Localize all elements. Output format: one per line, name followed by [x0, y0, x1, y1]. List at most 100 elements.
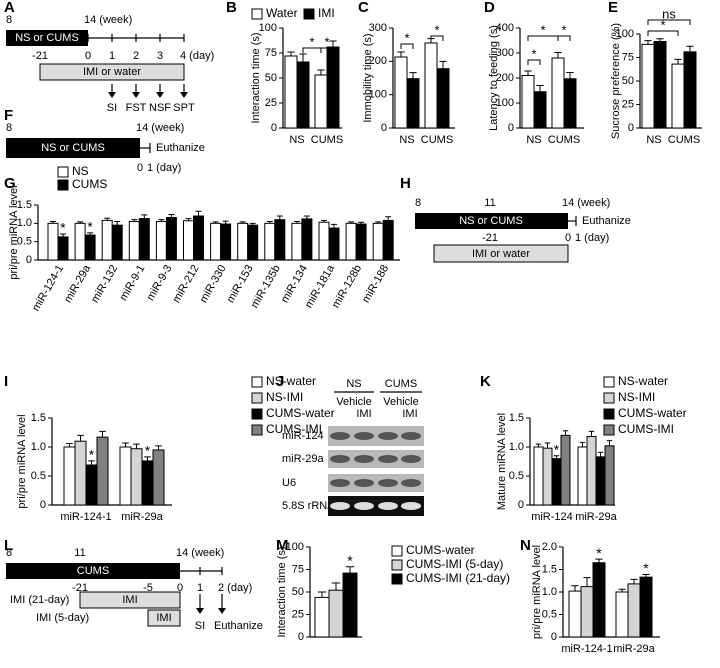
error-bar — [77, 221, 84, 224]
label: SI — [195, 620, 205, 632]
bar — [301, 218, 313, 261]
blot-band — [330, 502, 350, 510]
panel-label: A — [4, 0, 15, 16]
comparison-label: * — [660, 17, 665, 32]
y-tick-label: 1.5 — [509, 412, 524, 424]
label: IMI or water — [472, 248, 530, 260]
error-bar — [331, 582, 341, 591]
blot-band — [330, 432, 350, 440]
bar — [274, 219, 286, 261]
y-tick-label: 0.5 — [31, 470, 46, 482]
comparison-label: * — [309, 34, 314, 49]
bar — [284, 55, 298, 129]
x-tick-label: miR-29a — [121, 511, 163, 523]
significance-marker: * — [89, 447, 95, 463]
panel-label: K — [480, 373, 491, 390]
panel-label: J — [276, 373, 284, 390]
legend-swatch — [603, 376, 615, 388]
x-tick-label: miR-124-1 — [561, 643, 612, 655]
bar — [264, 222, 276, 261]
error-bar — [239, 221, 246, 224]
label: IMI — [402, 408, 417, 420]
error-bar — [524, 70, 532, 76]
error-bar — [287, 51, 295, 56]
bar — [372, 222, 384, 261]
bar — [345, 222, 357, 261]
significance-marker: * — [643, 560, 649, 576]
label: 4 (day) — [180, 50, 214, 62]
label: NS or CUMS — [41, 142, 105, 154]
bar — [424, 42, 438, 129]
error-bar — [536, 85, 544, 92]
error-bar — [144, 456, 151, 461]
label: miR-124 — [282, 430, 324, 442]
error-bar — [562, 430, 569, 436]
error-bar — [375, 221, 382, 224]
legend-label: CUMS-IMI — [618, 422, 674, 436]
y-tick-label: 100 — [616, 28, 634, 40]
comparison-bracket — [430, 35, 444, 41]
error-bar — [317, 591, 327, 598]
y-tick-label: 1.0 — [542, 586, 557, 598]
x-tick-label: miR-9-3 — [145, 263, 175, 303]
phase-bar — [6, 563, 180, 579]
error-bar — [345, 566, 355, 574]
x-tick-label: miR-29a — [613, 643, 655, 655]
bar — [328, 227, 340, 261]
error-bar — [385, 216, 392, 221]
x-tick-label: CUMS — [421, 134, 453, 146]
blot-band — [401, 479, 421, 487]
label: U6 — [282, 477, 296, 489]
blot-band — [378, 479, 398, 487]
bar — [85, 464, 98, 506]
comparison-bracket — [557, 35, 571, 41]
y-tick-label: 0 — [508, 122, 514, 134]
y-tick-label: 300 — [496, 47, 514, 59]
bar — [138, 218, 150, 261]
y-axis-label: pri/pre miRNA level — [8, 185, 20, 279]
label: 1 (day) — [147, 162, 181, 174]
label: IMI — [356, 408, 371, 420]
label: Euthanize — [156, 142, 205, 154]
y-tick-label: 100 — [286, 541, 304, 553]
bar — [394, 56, 408, 129]
error-bar — [195, 210, 202, 216]
blot-band — [401, 502, 421, 510]
panel-label: N — [520, 537, 531, 554]
error-bar — [331, 223, 337, 229]
error-bar — [155, 445, 162, 450]
significance-marker: * — [554, 441, 560, 457]
error-bar — [348, 221, 355, 224]
label: 0 — [565, 232, 571, 244]
x-tick-label: miR-132 — [89, 263, 120, 305]
error-bar — [630, 578, 638, 584]
y-tick-label: 400 — [496, 22, 514, 34]
bar — [580, 586, 594, 638]
x-tick-label: miR-9-1 — [117, 263, 147, 303]
y-tick-label: 1.0 — [509, 441, 524, 453]
y-tick-label: 100 — [259, 22, 277, 34]
y-tick-label: 100 — [496, 97, 514, 109]
panel-label: E — [608, 0, 618, 16]
bar — [615, 591, 629, 638]
error-bar — [122, 442, 129, 447]
treatment-box — [147, 609, 181, 627]
error-bar — [60, 233, 66, 237]
bar — [328, 589, 344, 638]
label: 0 — [85, 50, 91, 62]
y-axis-label: pri/pre miRNA level — [531, 545, 543, 639]
bar — [542, 447, 553, 506]
y-tick-label: 75 — [292, 563, 304, 575]
y-tick-label: 0 — [551, 631, 557, 643]
comparison-label: * — [540, 22, 545, 37]
significance-marker: * — [87, 219, 93, 235]
y-tick-label: 50 — [265, 72, 277, 84]
y-tick-label: 0.5 — [17, 236, 32, 248]
y-tick-label: 0.5 — [509, 470, 524, 482]
y-tick-label: 25 — [265, 97, 277, 109]
y-tick-label: 1.5 — [17, 199, 32, 211]
legend-swatch — [251, 424, 263, 436]
label: Euthanize — [214, 620, 263, 632]
bar — [291, 222, 303, 261]
panel-label: H — [400, 175, 411, 192]
